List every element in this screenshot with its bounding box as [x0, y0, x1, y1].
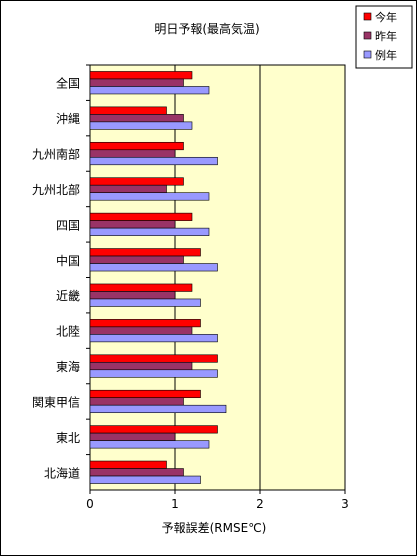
- category-label: 関東甲信: [32, 395, 80, 409]
- bar-normal: [89, 192, 210, 201]
- category-label: 沖縄: [56, 111, 80, 126]
- bar-last-year: [89, 149, 176, 158]
- category-label: 全国: [56, 76, 80, 91]
- category-label: 九州北部: [32, 182, 80, 197]
- category-label: 九州南部: [32, 147, 80, 162]
- bar-this-year: [89, 425, 218, 434]
- x-tick-label: 3: [341, 497, 349, 511]
- bar-last-year: [89, 78, 184, 87]
- bar-normal: [89, 298, 201, 307]
- bar-last-year: [89, 397, 184, 406]
- category-label: 四国: [56, 218, 80, 232]
- grid-lines: [174, 65, 261, 490]
- bar-normal: [89, 440, 210, 449]
- x-axis-label: 予報誤差(RMSE℃): [162, 520, 267, 535]
- bar-last-year: [89, 220, 176, 229]
- bar-last-year: [89, 361, 193, 371]
- legend-label: 昨年: [375, 29, 397, 43]
- bar-this-year: [89, 106, 167, 115]
- bar-last-year: [89, 326, 193, 335]
- bar-this-year: [89, 354, 218, 363]
- bar-this-year: [89, 389, 201, 399]
- legend-label: 今年: [375, 10, 397, 24]
- bar-normal: [89, 156, 218, 166]
- category-label: 北陸: [56, 325, 80, 339]
- x-tick-label: 1: [171, 497, 179, 511]
- bar-normal: [89, 121, 193, 130]
- plot-area: [89, 64, 346, 491]
- bar-last-year: [89, 468, 184, 477]
- category-label: 中国: [56, 253, 80, 268]
- chart-title: 明日予報(最高気温): [154, 21, 259, 36]
- bar-this-year: [89, 212, 193, 221]
- bar-last-year: [89, 184, 167, 194]
- category-label: 東北: [56, 431, 80, 445]
- bar-this-year: [89, 460, 167, 469]
- bar-normal: [89, 227, 210, 236]
- bar-this-year: [89, 177, 184, 186]
- bar-last-year: [89, 255, 184, 264]
- bar-this-year: [89, 71, 193, 80]
- bar-normal: [89, 404, 227, 414]
- bar-last-year: [89, 432, 176, 441]
- x-tick-label: 0: [86, 497, 94, 511]
- category-label: 北海道: [44, 465, 80, 480]
- bar-this-year: [89, 248, 201, 257]
- bar-this-year: [89, 141, 184, 151]
- bar-normal: [89, 369, 218, 378]
- x-tick-label: 2: [256, 497, 264, 511]
- bars: [89, 71, 227, 484]
- bar-this-year: [89, 319, 201, 328]
- bar-last-year: [89, 291, 176, 300]
- legend-label: 例年: [375, 48, 397, 62]
- bar-normal: [89, 263, 218, 272]
- bar-normal: [89, 475, 201, 484]
- legend-swatch: [363, 31, 372, 40]
- x-tick-labels: 0 1 2 3: [86, 490, 349, 511]
- category-label: 東海: [56, 359, 80, 374]
- category-label: 近畿: [56, 289, 80, 303]
- bar-last-year: [89, 114, 184, 123]
- bar-normal: [89, 86, 210, 95]
- bar-this-year: [89, 283, 193, 292]
- legend-swatch: [363, 50, 372, 59]
- legend-swatch: [363, 12, 372, 21]
- bar-normal: [89, 334, 218, 343]
